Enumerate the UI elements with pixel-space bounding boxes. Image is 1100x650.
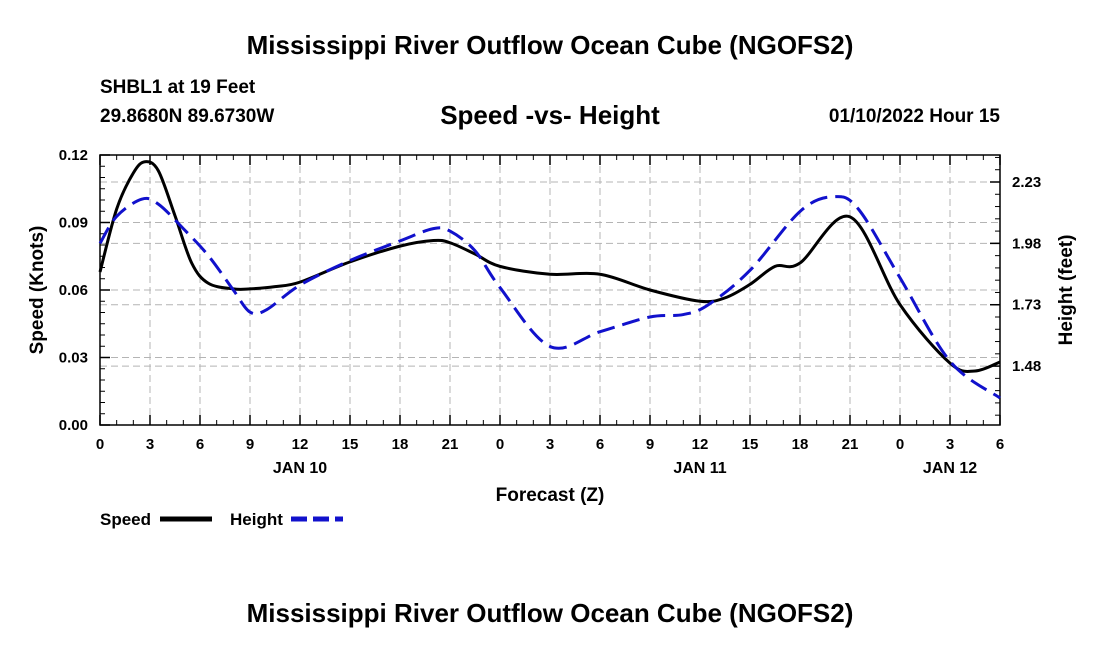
series-layer bbox=[98, 160, 1001, 400]
series-line-height bbox=[98, 195, 1001, 400]
x-tick-label: 0 bbox=[96, 436, 104, 453]
x-tick-label: 12 bbox=[292, 436, 309, 453]
x-tick-label: 15 bbox=[342, 436, 359, 453]
x-tick-label: 3 bbox=[946, 436, 954, 453]
station-coordinates: 29.8680N 89.6730W bbox=[100, 106, 275, 127]
x-tick-label: 6 bbox=[596, 436, 604, 453]
y2-tick-label: 1.73 bbox=[1012, 297, 1041, 314]
y2-tick-label: 2.23 bbox=[1012, 174, 1041, 191]
y-tick-label: 0.00 bbox=[59, 417, 88, 434]
station-label: SHBL1 at 19 Feet bbox=[100, 77, 256, 98]
x-tick-label: 18 bbox=[392, 436, 409, 453]
x-tick-label: 21 bbox=[842, 436, 859, 453]
x-tick-label: 12 bbox=[692, 436, 709, 453]
main-title: Mississippi River Outflow Ocean Cube (NG… bbox=[246, 30, 854, 60]
x-tick-label: 3 bbox=[546, 436, 554, 453]
x-tick-label: 9 bbox=[646, 436, 654, 453]
legend-label-height: Height bbox=[230, 510, 283, 529]
forecast-datestamp: 01/10/2022 Hour 15 bbox=[828, 106, 1000, 127]
y2-tick-label: 1.98 bbox=[1012, 235, 1041, 252]
x-tick-label: 21 bbox=[442, 436, 459, 453]
y-tick-label: 0.03 bbox=[59, 350, 88, 367]
legend: Speed Height bbox=[100, 510, 343, 529]
y-tick-label: 0.09 bbox=[59, 215, 88, 232]
x-tick-label: 0 bbox=[896, 436, 904, 453]
x-tick-label: 3 bbox=[146, 436, 154, 453]
x-tick-label: 15 bbox=[742, 436, 759, 453]
x-tick-label: 18 bbox=[792, 436, 809, 453]
x-tick-label: 6 bbox=[996, 436, 1004, 453]
x-tick-label: 9 bbox=[246, 436, 254, 453]
series-line-speed bbox=[98, 160, 1001, 374]
axis-tick-labels: 0 3 6 9 12 15 18 21 0 3 6 9 12 15 18 21 0 3 6 JAN 10 JAN 11 J… bbox=[59, 147, 1041, 477]
y-tick-label: 0.06 bbox=[59, 282, 88, 299]
x-axis-label: Forecast (Z) bbox=[496, 485, 605, 506]
chart-subtitle: Speed -vs- Height bbox=[440, 100, 660, 130]
footer-title: Mississippi River Outflow Ocean Cube (NG… bbox=[246, 598, 854, 628]
legend-label-speed: Speed bbox=[100, 510, 151, 529]
y-tick-label: 0.12 bbox=[59, 147, 88, 164]
x-tick-label: 6 bbox=[196, 436, 204, 453]
date-label: JAN 10 bbox=[273, 460, 327, 477]
x-tick-label: 0 bbox=[496, 436, 504, 453]
y2-axis-label: Height (feet) bbox=[1056, 235, 1077, 346]
y-axis-label: Speed (Knots) bbox=[27, 226, 48, 355]
date-label: JAN 11 bbox=[673, 460, 726, 477]
date-label: JAN 12 bbox=[923, 460, 977, 477]
y2-tick-label: 1.48 bbox=[1012, 358, 1041, 375]
